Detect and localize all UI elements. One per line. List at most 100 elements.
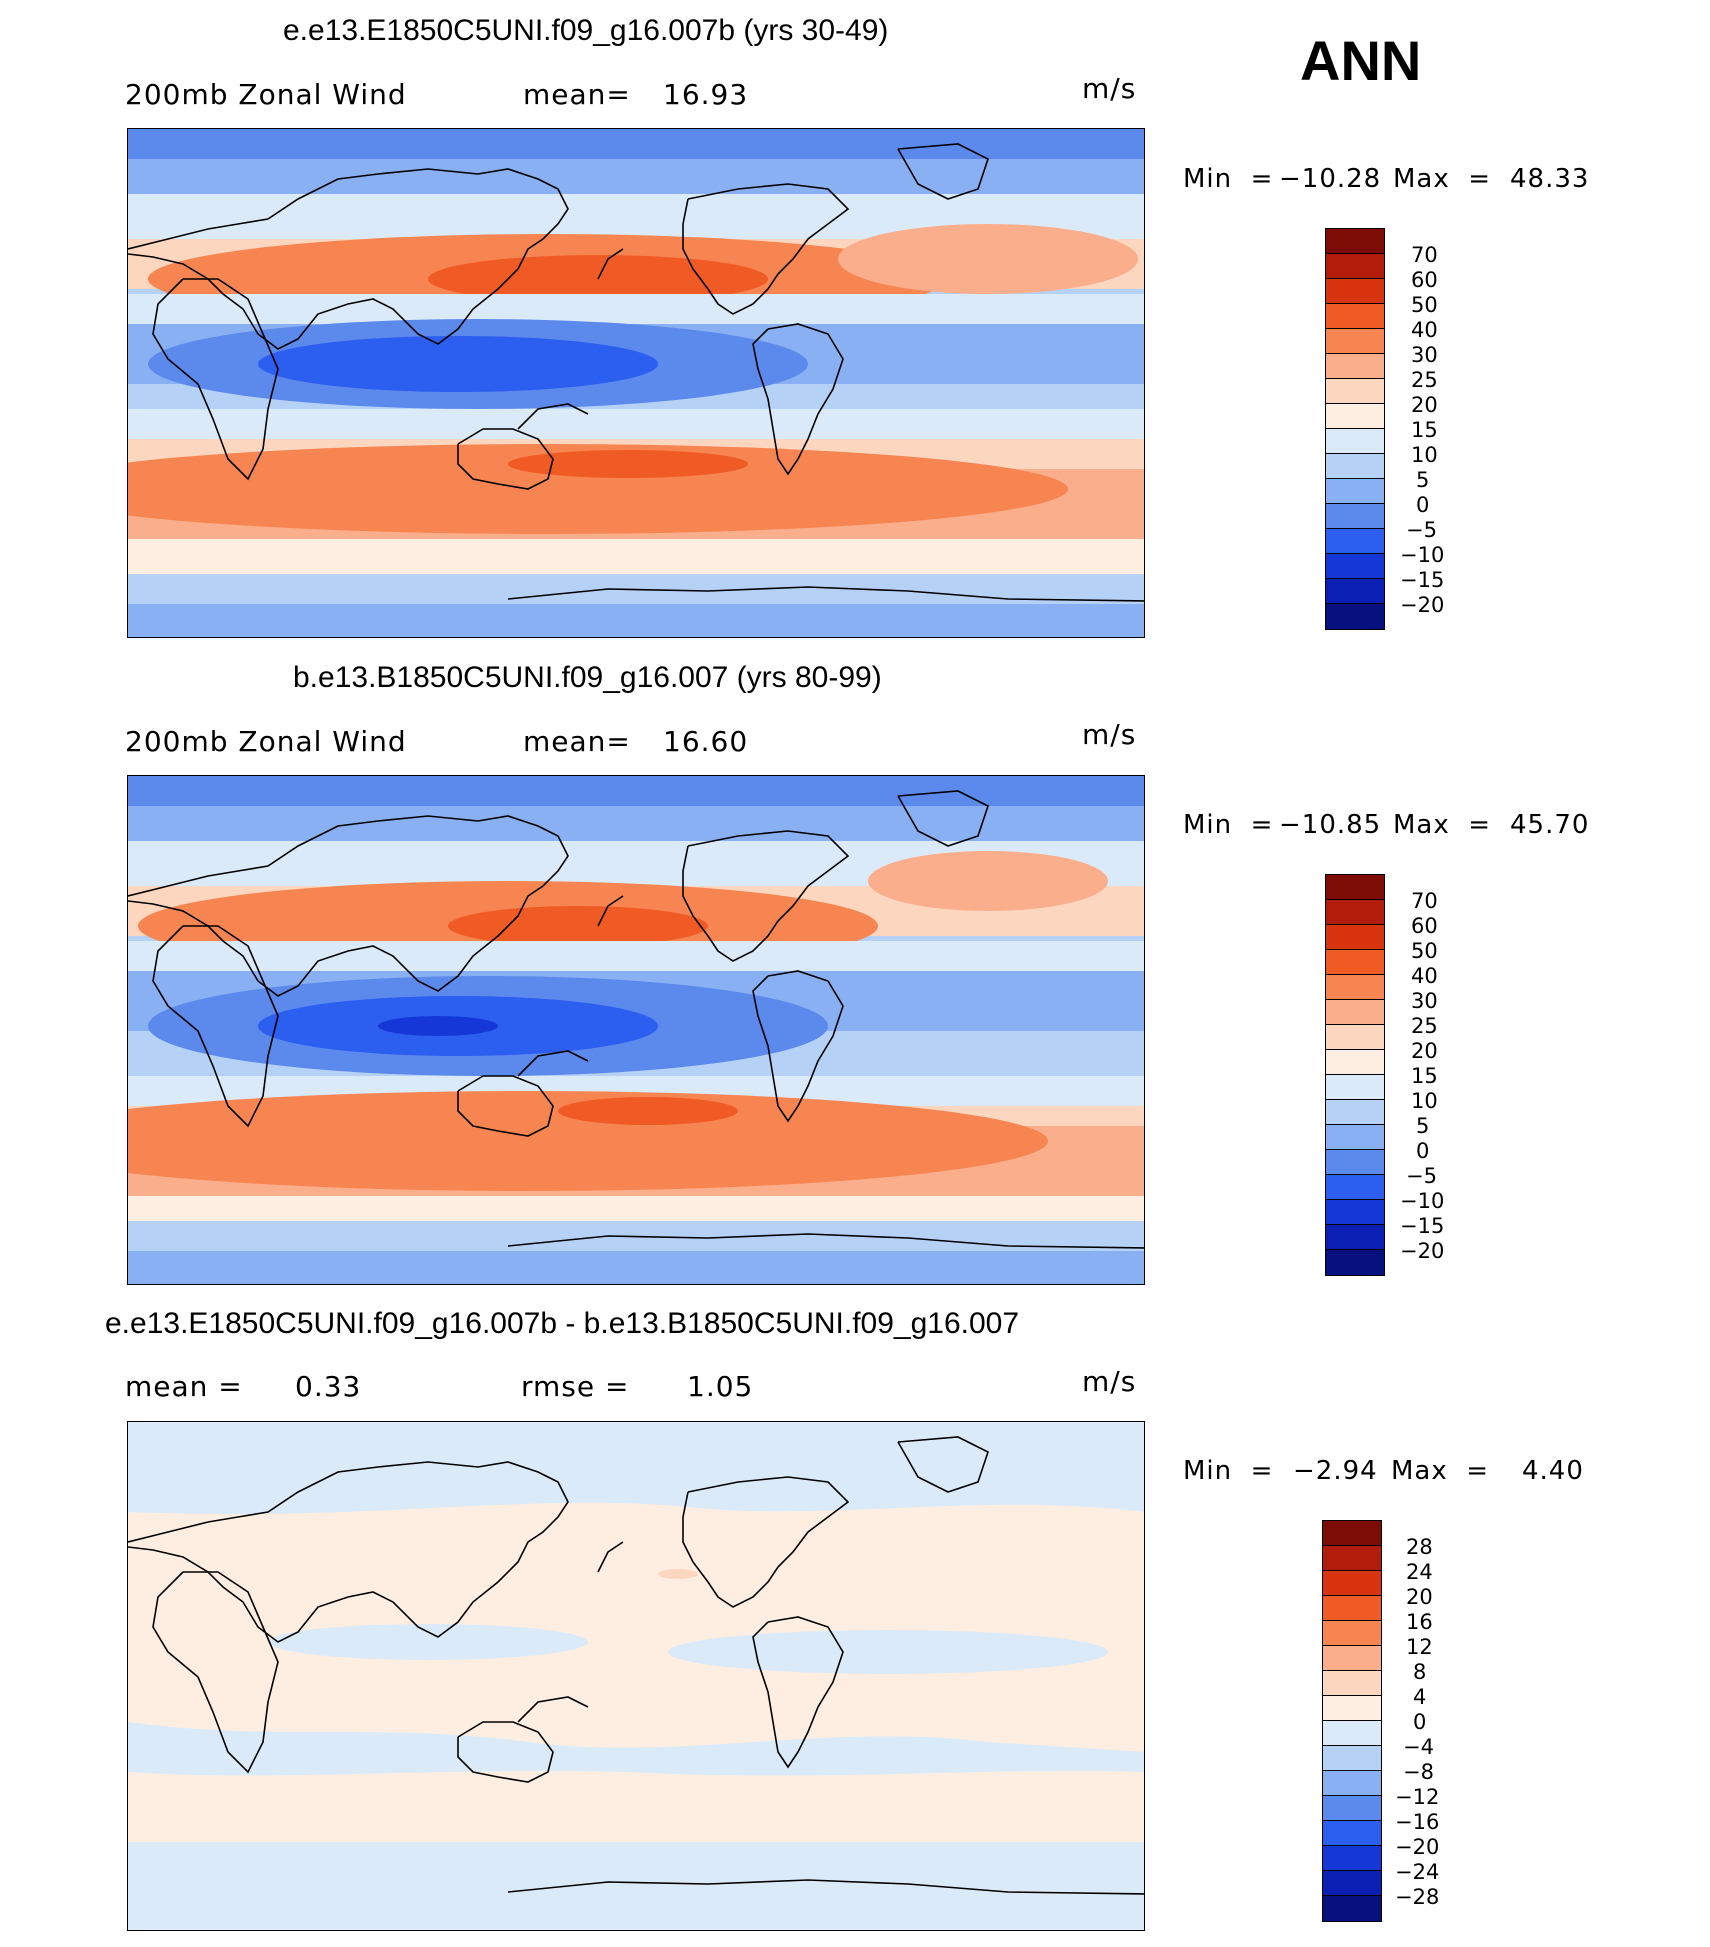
panel-1-field-label: 200mb Zonal Wind [125, 78, 407, 111]
band [128, 539, 1144, 574]
panel-3-mean-label: mean = [125, 1370, 243, 1403]
colorbar-label: −10 [1400, 543, 1445, 567]
colorbar-label: −8 [1403, 1760, 1434, 1784]
band [128, 159, 1144, 194]
jet-sh-core [508, 450, 748, 478]
panel-2-max-label: Max = [1393, 810, 1492, 840]
colorbar-label: 16 [1406, 1610, 1433, 1634]
coastlines [128, 1436, 1144, 1895]
panel-3-colorbar [1322, 1520, 1382, 1922]
band [128, 129, 1144, 159]
panel-1-max-value: 48.33 [1510, 164, 1590, 194]
panel-1-colorbar [1325, 228, 1385, 630]
colorbar-label: 50 [1411, 293, 1438, 317]
panel-1-min-label: Min = [1183, 164, 1274, 194]
colorbar-label: −15 [1400, 568, 1445, 592]
colorbar-label: 24 [1406, 1560, 1433, 1584]
panel-1-min-value: −10.28 [1279, 164, 1382, 194]
panel-3-max-value: 4.40 [1522, 1456, 1584, 1486]
colorbar-swatch [1326, 1225, 1384, 1250]
colorbar-swatch [1326, 429, 1384, 454]
colorbar-label: 28 [1406, 1535, 1433, 1559]
colorbar-swatch [1326, 504, 1384, 529]
colorbar-label: −10 [1400, 1189, 1445, 1213]
band [128, 806, 1144, 841]
colorbar-swatch [1326, 950, 1384, 975]
colorbar-swatch [1326, 1000, 1384, 1025]
colorbar-swatch [1326, 1025, 1384, 1050]
neg-region [128, 1447, 1144, 1515]
panel-2-field-label: 200mb Zonal Wind [125, 725, 407, 758]
panel-1-units: m/s [1082, 72, 1137, 105]
colorbar-label: −5 [1406, 518, 1437, 542]
panel-2-map [127, 775, 1145, 1285]
panel-2-title: b.e13.B1850C5UNI.f09_g16.007 (yrs 80-99) [293, 661, 882, 694]
panel-2-mean-label: mean= [523, 725, 631, 758]
colorbar-swatch [1326, 604, 1384, 629]
colorbar-label: 70 [1411, 889, 1438, 913]
band [128, 941, 1144, 971]
colorbar-swatch [1326, 1125, 1384, 1150]
colorbar-label: 12 [1406, 1635, 1433, 1659]
colorbar-label: −16 [1395, 1810, 1440, 1834]
colorbar-label: 25 [1411, 368, 1438, 392]
colorbar-swatch [1326, 900, 1384, 925]
colorbar-swatch [1323, 1696, 1381, 1721]
colorbar-label: 0 [1416, 1139, 1430, 1163]
colorbar-swatch [1323, 1896, 1381, 1921]
colorbar-swatch [1326, 1075, 1384, 1100]
season-label: ANN [1300, 29, 1422, 92]
colorbar-label: −20 [1400, 1239, 1445, 1263]
panel-3-title: e.e13.E1850C5UNI.f09_g16.007b - b.e13.B1… [105, 1307, 1020, 1340]
colorbar-label: 10 [1411, 1089, 1438, 1113]
band [128, 1196, 1144, 1221]
colorbar-swatch [1326, 254, 1384, 279]
colorbar-swatch [1323, 1621, 1381, 1646]
colorbar-label: 15 [1411, 1064, 1438, 1088]
colorbar-swatch [1323, 1721, 1381, 1746]
colorbar-label: 20 [1406, 1585, 1433, 1609]
colorbar-swatch [1326, 925, 1384, 950]
nh-atlantic [838, 224, 1138, 294]
colorbar-swatch [1326, 975, 1384, 1000]
neg-region [128, 1842, 1144, 1930]
colorbar-swatch [1326, 379, 1384, 404]
panel-1-map [127, 128, 1145, 638]
colorbar-label: 30 [1411, 343, 1438, 367]
jet-sh [128, 444, 1068, 534]
colorbar-label: −20 [1395, 1835, 1440, 1859]
colorbar-swatch [1323, 1871, 1381, 1896]
colorbar-label: −12 [1395, 1785, 1440, 1809]
colorbar-label: 25 [1411, 1014, 1438, 1038]
colorbar-swatch [1323, 1671, 1381, 1696]
colorbar-label: 20 [1411, 1039, 1438, 1063]
band [128, 604, 1144, 637]
colorbar-swatch [1326, 454, 1384, 479]
jet-sh-core [558, 1097, 738, 1125]
coastlines [128, 790, 1144, 1249]
panel-3-min-value: −2.94 [1293, 1456, 1378, 1486]
panel-1-mean-label: mean= [523, 78, 631, 111]
colorbar-label: 0 [1416, 493, 1430, 517]
panel-3-max-label: Max = [1391, 1456, 1490, 1486]
tropical-easterly-min [378, 1016, 498, 1036]
panel-1-mean-value: 16.93 [663, 78, 749, 111]
colorbar-label: −20 [1400, 593, 1445, 617]
colorbar-swatch [1326, 875, 1384, 900]
colorbar-swatch [1323, 1821, 1381, 1846]
colorbar-swatch [1326, 304, 1384, 329]
neg-region [668, 1630, 1108, 1674]
colorbar-swatch [1323, 1596, 1381, 1621]
colorbar-label: 15 [1411, 418, 1438, 442]
panel-3-rmse-label: rmse = [521, 1370, 630, 1403]
tropical-easterly-core [258, 336, 658, 392]
colorbar-swatch [1323, 1846, 1381, 1871]
panel-1-title: e.e13.E1850C5UNI.f09_g16.007b (yrs 30-49… [283, 14, 889, 47]
colorbar-swatch [1323, 1796, 1381, 1821]
colorbar-swatch [1326, 1050, 1384, 1075]
pos-max [658, 1569, 698, 1579]
colorbar-swatch [1323, 1546, 1381, 1571]
colorbar-swatch [1326, 329, 1384, 354]
colorbar-label: 40 [1411, 964, 1438, 988]
colorbar-label: 50 [1411, 939, 1438, 963]
